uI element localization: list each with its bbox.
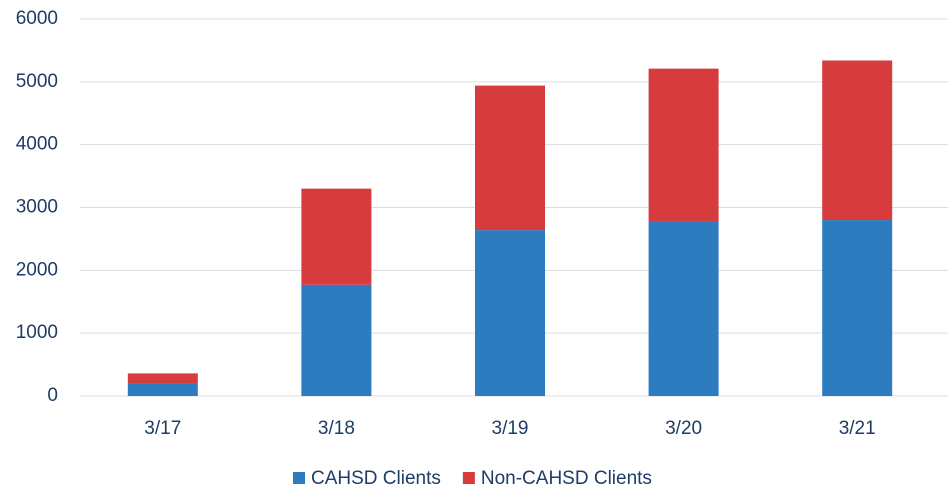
x-tick-label: 3/17 bbox=[144, 418, 181, 439]
bar-segment bbox=[127, 373, 198, 384]
x-tick-label: 3/19 bbox=[492, 418, 529, 439]
legend-swatch bbox=[293, 472, 305, 484]
y-tick-label: 4000 bbox=[16, 134, 58, 155]
y-tick-label: 0 bbox=[47, 385, 58, 406]
y-tick-label: 2000 bbox=[16, 259, 58, 280]
x-tick-label: 3/21 bbox=[839, 418, 876, 439]
legend-label: CAHSD Clients bbox=[311, 468, 441, 488]
y-tick-label: 6000 bbox=[16, 8, 58, 29]
bar-segment bbox=[648, 68, 719, 222]
y-tick-label: 1000 bbox=[16, 322, 58, 343]
bar-segment bbox=[822, 60, 893, 221]
bar-segment bbox=[822, 220, 893, 396]
bar-segment bbox=[475, 230, 545, 396]
bar-segment bbox=[475, 85, 545, 231]
bar-segment bbox=[127, 383, 198, 396]
x-tick-label: 3/20 bbox=[665, 418, 702, 439]
x-tick-label: 3/18 bbox=[318, 418, 355, 439]
bar-segment bbox=[648, 221, 719, 396]
bar-segment bbox=[301, 188, 372, 285]
y-tick-label: 3000 bbox=[16, 197, 58, 218]
legend-label: Non-CAHSD Clients bbox=[481, 468, 652, 488]
legend-swatch bbox=[462, 472, 475, 484]
bar-segment bbox=[301, 284, 372, 396]
y-tick-label: 5000 bbox=[16, 71, 58, 92]
